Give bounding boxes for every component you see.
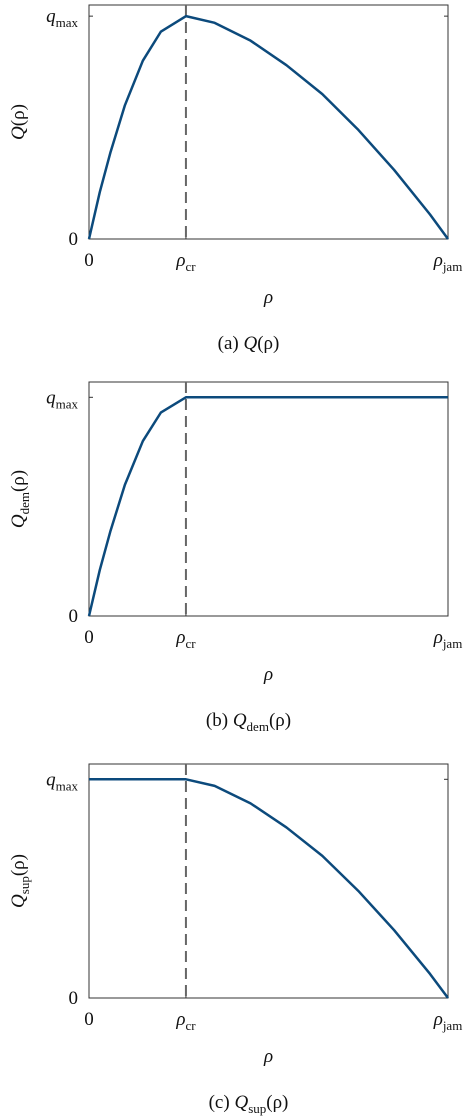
x-axis-label: ρ <box>263 1046 273 1067</box>
y-tick-label: qmax <box>46 387 78 411</box>
data-line <box>89 778 450 999</box>
text-part: ρ <box>175 627 185 648</box>
text-part: (ρ) <box>8 854 29 876</box>
text-part: (ρ) <box>266 1092 288 1113</box>
text-part: (ρ) <box>257 333 279 354</box>
text-part: jam <box>442 636 463 651</box>
x-tick-label: 0 <box>84 627 94 648</box>
x-tick-label: ρcr <box>175 250 196 274</box>
text-part: q <box>46 769 56 790</box>
y-axis-label: Q(ρ) <box>8 104 29 140</box>
plot-frame <box>88 4 449 240</box>
text-part: cr <box>185 259 196 274</box>
text-part: ρ <box>433 1009 443 1030</box>
x-tick-label: ρcr <box>175 1009 196 1033</box>
caption: (a) Q(ρ) <box>218 333 280 354</box>
y-axis-label: Qdem(ρ) <box>8 470 32 528</box>
text-part: dem <box>17 492 32 514</box>
text-part: ρ <box>433 627 443 648</box>
text-part: (ρ) <box>8 470 29 492</box>
text-part: (ρ) <box>8 104 29 126</box>
data-line <box>87 14 450 240</box>
caption: (b) Qdem(ρ) <box>206 710 291 734</box>
y-tick-label: qmax <box>46 6 78 30</box>
text-part: max <box>56 778 79 793</box>
text-part: Q <box>8 126 29 140</box>
text-part: Q <box>233 710 247 731</box>
x-axis-label: ρ <box>263 287 273 308</box>
text-part: ρ <box>433 250 443 271</box>
y-axis-label: Qsup(ρ) <box>8 854 32 908</box>
text-part: (ρ) <box>269 710 291 731</box>
y-tick-label: 0 <box>69 988 79 1009</box>
text-part: max <box>56 396 79 411</box>
text-part: dem <box>247 719 269 734</box>
x-tick-label: ρcr <box>175 627 196 651</box>
text-part: sup <box>17 876 32 894</box>
text-part: (c) <box>209 1092 235 1113</box>
y-tick-label: 0 <box>69 606 79 627</box>
plot-frame <box>88 763 449 999</box>
y-tick-label: qmax <box>46 769 78 793</box>
x-tick-label: 0 <box>84 1009 94 1030</box>
text-part: (a) <box>218 333 244 354</box>
text-part: max <box>56 15 79 30</box>
text-part: Q <box>8 894 29 908</box>
y-tick-label: 0 <box>69 229 79 250</box>
text-part: Q <box>243 333 257 354</box>
data-line <box>87 396 448 617</box>
text-part: q <box>46 387 56 408</box>
text-part: q <box>46 6 56 27</box>
text-part: ρ <box>175 1009 185 1030</box>
x-tick-label: ρjam <box>433 627 463 651</box>
text-part: (b) <box>206 710 233 731</box>
x-tick-label: ρjam <box>433 1009 463 1033</box>
text-part: jam <box>442 1018 463 1033</box>
text-part: jam <box>442 259 463 274</box>
text-part: Q <box>8 514 29 528</box>
text-part: cr <box>185 636 196 651</box>
plot-frame <box>88 381 449 617</box>
text-part: cr <box>185 1018 196 1033</box>
caption: (c) Qsup(ρ) <box>209 1092 289 1116</box>
text-part: ρ <box>175 250 185 271</box>
x-tick-label: 0 <box>84 250 94 271</box>
x-tick-label: ρjam <box>433 250 463 274</box>
text-part: Q <box>234 1092 248 1113</box>
text-part: sup <box>248 1101 266 1116</box>
x-axis-label: ρ <box>263 664 273 685</box>
